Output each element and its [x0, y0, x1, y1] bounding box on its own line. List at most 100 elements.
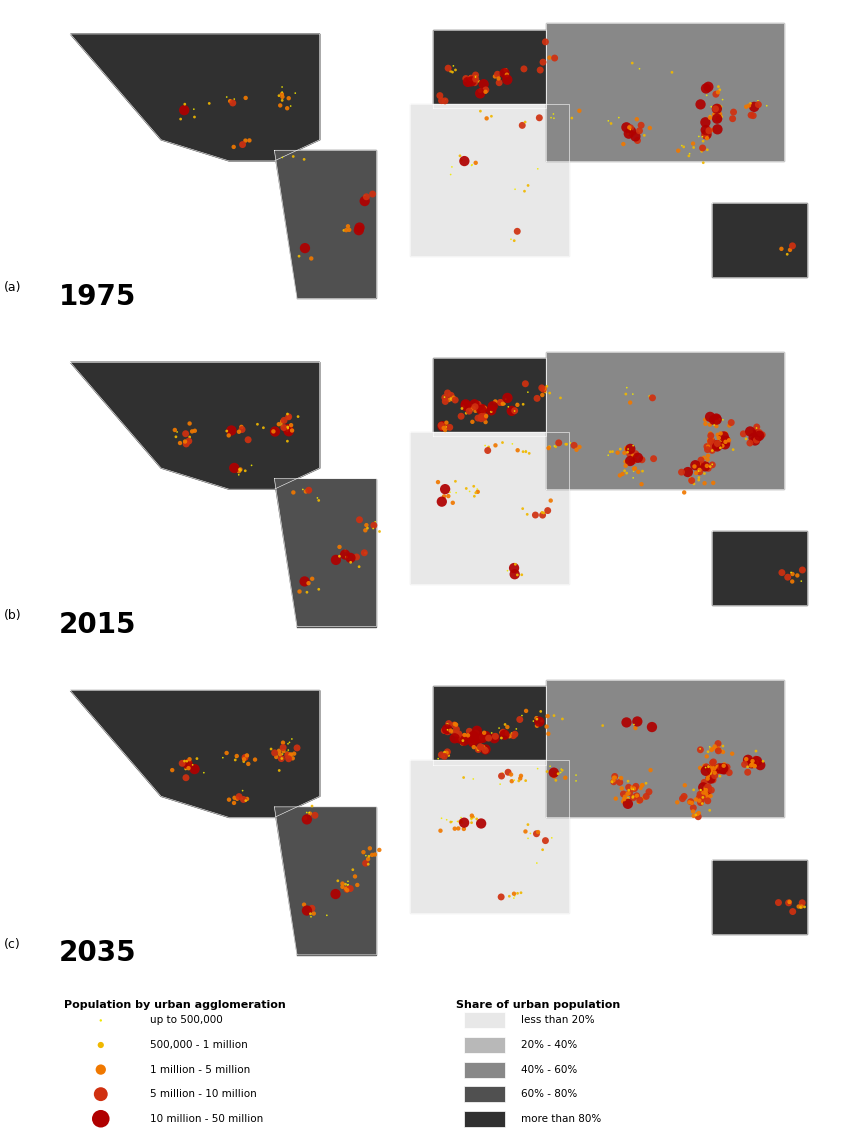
Point	[713, 762, 727, 781]
Point	[707, 106, 721, 124]
Point	[449, 724, 463, 743]
Point	[470, 480, 484, 498]
Point	[437, 388, 451, 406]
Point	[478, 83, 492, 101]
Point	[529, 854, 543, 872]
Point	[502, 726, 516, 744]
Point	[478, 413, 492, 432]
Point	[527, 712, 541, 730]
Point	[339, 875, 352, 893]
Point	[519, 701, 533, 720]
Point	[548, 49, 562, 68]
Point	[360, 519, 374, 537]
Point	[689, 806, 703, 824]
Point	[449, 715, 463, 734]
Point	[300, 810, 314, 829]
Point	[465, 400, 479, 418]
Point	[549, 771, 562, 790]
Point	[473, 398, 487, 417]
Point	[606, 442, 620, 460]
Point	[275, 91, 289, 109]
Point	[712, 742, 726, 760]
Point	[503, 887, 516, 906]
Point	[449, 483, 463, 502]
Point	[495, 729, 509, 747]
Point	[712, 428, 726, 447]
Point	[446, 56, 460, 75]
Point	[180, 435, 194, 453]
Point	[625, 452, 639, 471]
Point	[518, 113, 532, 131]
Point	[630, 131, 644, 149]
Point	[711, 121, 725, 139]
Point	[621, 789, 635, 807]
Point	[684, 471, 698, 489]
Point	[703, 109, 717, 127]
Point	[471, 739, 485, 758]
Point	[614, 440, 628, 458]
Point	[494, 723, 508, 742]
Point	[712, 759, 726, 777]
Point	[621, 443, 635, 461]
Point	[481, 441, 495, 459]
Point	[694, 456, 708, 474]
Point	[631, 463, 645, 481]
Point	[753, 427, 766, 445]
Point	[457, 726, 471, 744]
Point	[782, 893, 796, 912]
Point	[700, 140, 714, 158]
Point	[629, 777, 643, 796]
Point	[699, 781, 713, 799]
Point	[705, 121, 719, 139]
Point	[453, 729, 467, 747]
Point	[783, 893, 797, 912]
Point	[502, 397, 516, 416]
Point	[169, 428, 183, 447]
Point	[727, 441, 740, 459]
Point	[340, 876, 354, 894]
Point	[607, 768, 621, 786]
Point	[513, 711, 527, 729]
Point	[547, 706, 561, 724]
Point	[692, 468, 706, 487]
Point	[179, 760, 193, 778]
Point	[620, 118, 634, 137]
Point	[496, 395, 510, 413]
Point	[187, 108, 201, 126]
Point	[275, 413, 289, 432]
Point	[197, 763, 211, 782]
Point	[505, 724, 519, 743]
Polygon shape	[70, 363, 319, 489]
Point	[707, 763, 721, 782]
Point	[453, 147, 467, 165]
Point	[227, 138, 240, 156]
Point	[496, 434, 510, 452]
Point	[687, 457, 701, 475]
Point	[786, 902, 799, 921]
Text: 500,000 - 1 million: 500,000 - 1 million	[149, 1040, 247, 1050]
Point	[625, 441, 639, 459]
Point	[273, 761, 286, 779]
Point	[700, 788, 714, 806]
Point	[457, 731, 471, 750]
Point	[543, 758, 557, 776]
Point	[750, 428, 764, 447]
Point	[684, 792, 698, 810]
Point	[361, 855, 375, 874]
Point	[242, 131, 256, 149]
Text: more than 80%: more than 80%	[521, 1114, 602, 1124]
Point	[746, 107, 760, 125]
Point	[702, 781, 716, 799]
Point	[704, 739, 718, 758]
Point	[488, 729, 502, 747]
Point	[433, 822, 447, 840]
Point	[282, 409, 296, 427]
Point	[540, 378, 554, 396]
Point	[697, 774, 711, 792]
Bar	[464, 1037, 504, 1053]
Point	[567, 436, 581, 455]
Point	[693, 789, 707, 807]
Point	[627, 715, 641, 734]
Point	[565, 109, 579, 127]
Point	[281, 740, 295, 759]
